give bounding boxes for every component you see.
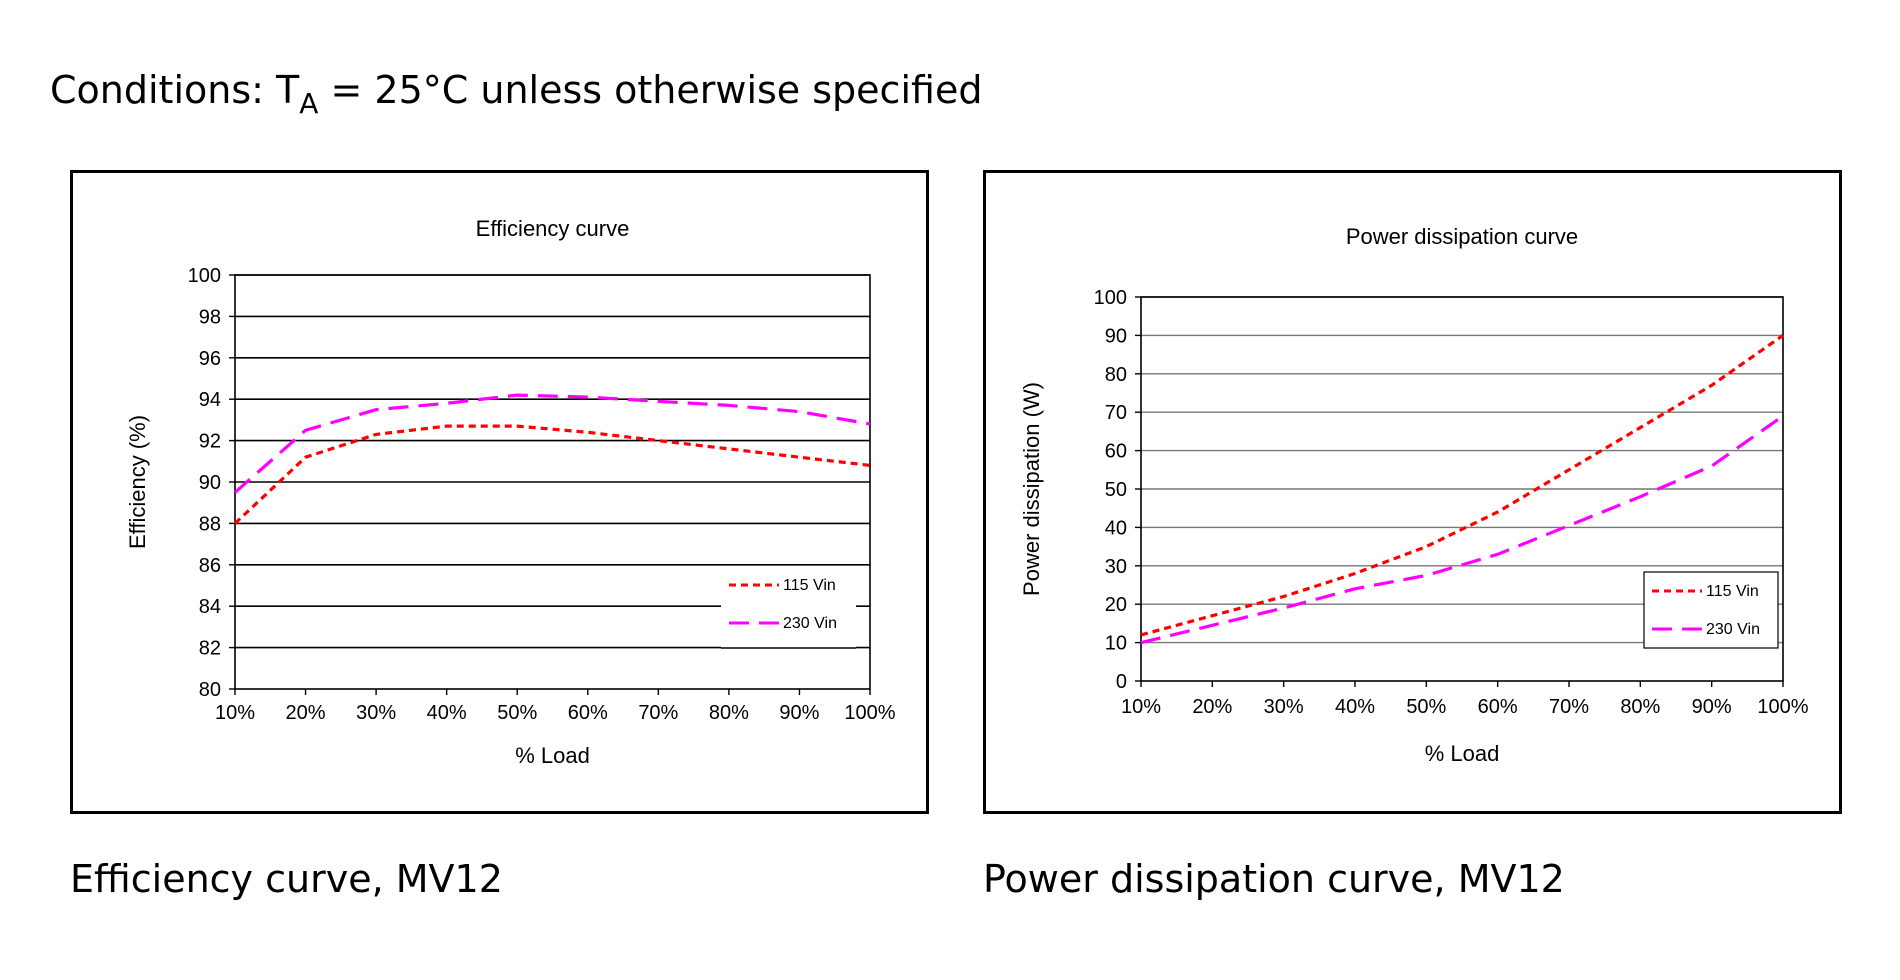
pwr-y-tick-label: 20 — [1105, 594, 1127, 616]
power-dissipation-caption: Power dissipation curve, MV12 — [983, 857, 1565, 901]
pwr-series-line-2 — [1140, 414, 1784, 645]
eff-x-tick-label: 40% — [427, 702, 467, 724]
eff-x-tick-label: 60% — [568, 702, 608, 724]
eff-legend-box — [721, 566, 856, 648]
pwr-x-tick-label: 40% — [1335, 696, 1375, 718]
conditions-suffix: = 25°C unless otherwise specified — [318, 68, 983, 112]
eff-x-tick-label: 10% — [215, 702, 255, 724]
eff-chart-title: Efficiency curve — [476, 216, 630, 241]
conditions-subscript: A — [299, 87, 319, 120]
eff-legend-label: 115 Vin — [783, 577, 836, 594]
pwr-x-tick-label: 50% — [1406, 696, 1446, 718]
pwr-legend-label: 230 Vin — [1706, 621, 1760, 638]
pwr-legend-box — [1643, 571, 1779, 649]
eff-y-tick-label: 84 — [199, 596, 221, 618]
pwr-x-tick-label: 10% — [1121, 696, 1161, 718]
pwr-x-tick-label: 80% — [1620, 696, 1660, 718]
pwr-series-line-1 — [1140, 334, 1784, 637]
eff-series-line-2 — [233, 393, 871, 494]
pwr-y-tick-label: 50 — [1105, 479, 1127, 501]
eff-x-tick-label: 50% — [497, 702, 537, 724]
eff-x-tick-label: 100% — [844, 702, 895, 724]
pwr-y-tick-label: 60 — [1105, 441, 1127, 463]
eff-x-axis-label: % Load — [515, 743, 590, 768]
eff-x-tick-label: 30% — [356, 702, 396, 724]
power-dissipation-chart: 0 10 20 30 40 50 60 70 80 90 100 10% 20% 30% 40% 50% 60%… — [1019, 224, 1809, 766]
power-dissipation-chart-frame: 0 10 20 30 40 50 60 70 80 90 100 10% 20% 30% 40% 50% 60%… — [983, 170, 1842, 814]
pwr-y-tick-label: 100 — [1094, 287, 1127, 309]
pwr-x-tick-label: 70% — [1549, 696, 1589, 718]
pwr-chart-title: Power dissipation curve — [1346, 224, 1578, 249]
pwr-y-tick-label: 30 — [1105, 556, 1127, 578]
eff-y-tick-label: 88 — [199, 513, 221, 535]
pwr-x-axis-label: % Load — [1425, 741, 1500, 766]
eff-y-tick-label: 94 — [199, 389, 221, 411]
conditions-note: Conditions: TA = 25°C unless otherwise s… — [50, 68, 982, 120]
eff-x-tick-label: 70% — [638, 702, 678, 724]
efficiency-caption: Efficiency curve, MV12 — [70, 857, 503, 901]
conditions-prefix: Conditions: T — [50, 68, 300, 112]
eff-series-line-1 — [233, 424, 871, 525]
pwr-y-tick-label: 10 — [1105, 633, 1127, 655]
eff-x-tick-label: 80% — [709, 702, 749, 724]
pwr-y-tick-label: 70 — [1105, 402, 1127, 424]
eff-y-tick-label: 82 — [199, 638, 221, 660]
efficiency-chart: 80 82 84 86 88 90 92 94 96 98 100 10% 20% 30% 40% 50% 60… — [125, 216, 896, 768]
pwr-y-tick-label: 80 — [1105, 364, 1127, 386]
eff-x-tick-label: 20% — [286, 702, 326, 724]
pwr-legend-label: 115 Vin — [1706, 583, 1759, 600]
eff-y-tick-label: 96 — [199, 348, 221, 370]
pwr-x-tick-label: 20% — [1192, 696, 1232, 718]
pwr-y-axis-label: Power dissipation (W) — [1019, 382, 1044, 596]
pwr-x-tick-label: 60% — [1478, 696, 1518, 718]
eff-y-tick-label: 80 — [199, 679, 221, 701]
efficiency-chart-frame: 80 82 84 86 88 90 92 94 96 98 100 10% 20% 30% 40% 50% 60… — [70, 170, 929, 814]
eff-y-tick-label: 90 — [199, 472, 221, 494]
eff-legend-label: 230 Vin — [783, 615, 837, 632]
eff-y-tick-label: 100 — [188, 265, 221, 287]
eff-y-tick-label: 92 — [199, 431, 221, 453]
pwr-x-tick-label: 30% — [1264, 696, 1304, 718]
pwr-x-tick-label: 100% — [1757, 696, 1808, 718]
pwr-y-tick-label: 0 — [1116, 671, 1127, 693]
eff-y-tick-label: 98 — [199, 306, 221, 328]
eff-x-tick-label: 90% — [779, 702, 819, 724]
eff-y-axis-label: Efficiency (%) — [125, 415, 150, 549]
pwr-y-tick-label: 90 — [1105, 325, 1127, 347]
pwr-x-tick-label: 90% — [1692, 696, 1732, 718]
pwr-y-tick-label: 40 — [1105, 517, 1127, 539]
eff-y-tick-label: 86 — [199, 555, 221, 577]
